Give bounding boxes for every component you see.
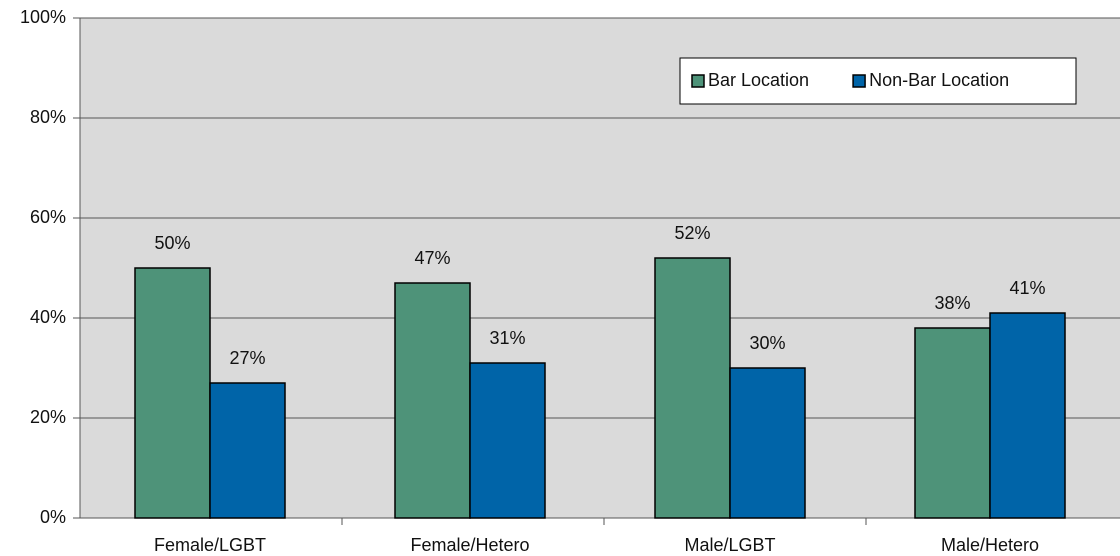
bar	[729, 367, 806, 519]
value-label: 27%	[229, 348, 265, 368]
y-tick-label: 20%	[30, 407, 66, 427]
value-label: 31%	[489, 328, 525, 348]
y-tick-label: 0%	[40, 507, 66, 527]
value-label: 52%	[674, 223, 710, 243]
legend-swatch	[691, 74, 705, 88]
value-label: 41%	[1009, 278, 1045, 298]
y-tick-label: 40%	[30, 307, 66, 327]
bar	[914, 327, 991, 519]
bar	[469, 362, 546, 519]
y-tick-label: 60%	[30, 207, 66, 227]
bar	[654, 257, 731, 519]
legend	[679, 57, 1077, 105]
value-label: 38%	[934, 293, 970, 313]
y-tick-label: 100%	[20, 7, 66, 27]
x-tick-label: Male/LGBT	[684, 535, 775, 555]
bar	[209, 382, 286, 519]
bar	[394, 282, 471, 519]
value-label: 50%	[154, 233, 190, 253]
value-label: 30%	[749, 333, 785, 353]
bar	[134, 267, 211, 519]
x-tick-label: Female/Hetero	[410, 535, 529, 555]
legend-swatch	[852, 74, 866, 88]
legend-label: Bar Location	[708, 70, 809, 90]
x-tick-label: Female/LGBT	[154, 535, 266, 555]
value-label: 47%	[414, 248, 450, 268]
y-tick-label: 80%	[30, 107, 66, 127]
x-tick-label: Male/Hetero	[941, 535, 1039, 555]
bar	[989, 312, 1066, 519]
legend-label: Non-Bar Location	[869, 70, 1009, 90]
